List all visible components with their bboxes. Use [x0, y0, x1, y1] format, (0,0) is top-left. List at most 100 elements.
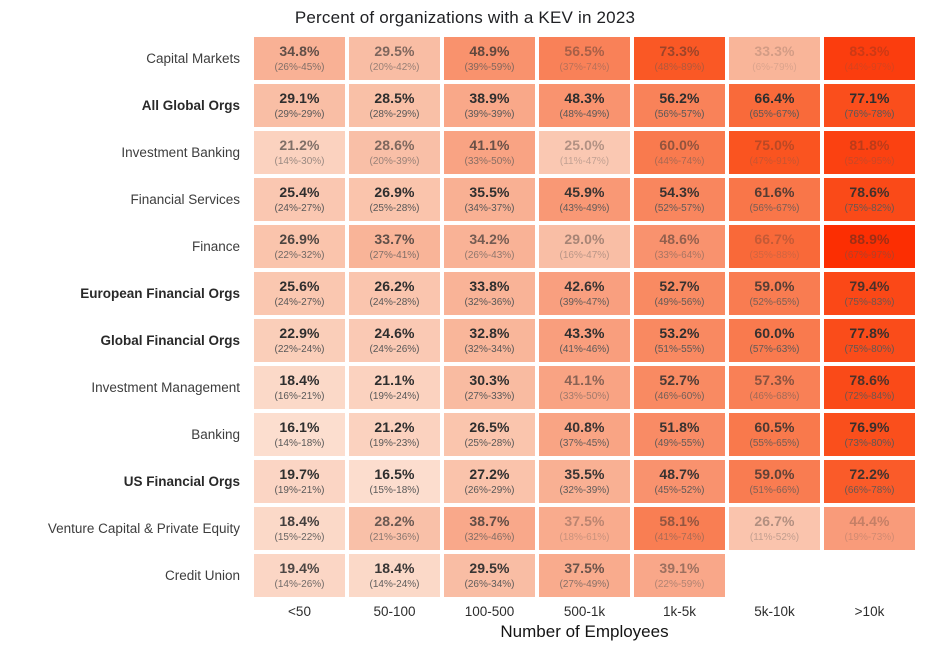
cell-value: 16.5% [374, 466, 415, 483]
cell-ci-range: (48%-89%) [654, 61, 705, 73]
cell-ci-range: (24%-28%) [369, 296, 420, 308]
heatmap-cell: 34.2% (26%-43%) [444, 225, 535, 268]
heatmap-cell: 28.6% (20%-39%) [349, 131, 440, 174]
cell-text: 60.0% (44%-74%) [654, 137, 704, 168]
cell-ci-range: (26%-45%) [274, 61, 325, 73]
cell-text: 37.5% (27%-49%) [559, 560, 609, 591]
heatmap-cell: 18.4% (14%-24%) [349, 554, 440, 597]
x-tick: <50 [288, 604, 311, 619]
cell-value: 45.9% [564, 184, 605, 201]
cell-text: 21.2% (14%-30%) [274, 137, 324, 168]
cell-text: 79.4% (75%-83%) [844, 278, 894, 309]
heatmap-cell: 37.5% (18%-61%) [539, 507, 630, 550]
cell-ci-range: (15%-18%) [369, 484, 420, 496]
cell-ci-range: (39%-59%) [464, 61, 515, 73]
cell-value: 43.3% [564, 325, 605, 342]
cell-text: 45.9% (43%-49%) [559, 184, 609, 215]
cell-value: 60.0% [659, 137, 700, 154]
cell-ci-range: (67%-97%) [844, 249, 895, 261]
cell-text: 43.3% (41%-46%) [559, 325, 609, 356]
x-axis-title: Number of Employees [500, 622, 669, 641]
cell-ci-range: (32%-36%) [464, 296, 515, 308]
cell-text: 78.6% (75%-82%) [844, 184, 894, 215]
heatmap-cell: 35.5% (32%-39%) [539, 460, 630, 503]
heatmap-cell: 38.7% (32%-46%) [444, 507, 535, 550]
cell-ci-range: (56%-57%) [654, 108, 705, 120]
heatmap-cell: 26.5% (25%-28%) [444, 413, 535, 456]
cell-value: 48.7% [659, 466, 700, 483]
cell-ci-range: (44%-74%) [654, 155, 705, 167]
cell-ci-range: (11%-47%) [559, 155, 610, 167]
cell-text: 66.7% (35%-88%) [749, 231, 799, 262]
cell-value: 40.8% [564, 419, 605, 436]
cell-text: 29.5% (26%-34%) [464, 560, 514, 591]
cell-text: 29.5% (20%-42%) [369, 43, 419, 74]
x-tick: 100-500 [464, 604, 515, 619]
cell-ci-range: (66%-78%) [844, 484, 895, 496]
cell-text: 25.6% (24%-27%) [274, 278, 324, 309]
cell-value: 29.0% [564, 231, 605, 248]
cell-text: 56.2% (56%-57%) [654, 90, 704, 121]
heatmap-cell: 18.4% (16%-21%) [254, 366, 345, 409]
cell-value: 37.5% [564, 513, 605, 530]
cell-text: 27.2% (26%-29%) [464, 466, 514, 497]
cell-text: 22.9% (22%-24%) [274, 325, 324, 356]
cell-ci-range: (19%-24%) [369, 390, 420, 402]
row-label: All Global Orgs [141, 98, 240, 113]
cell-value: 26.7% [754, 513, 795, 530]
cell-ci-range: (25%-28%) [369, 202, 420, 214]
cell-text: 32.8% (32%-34%) [464, 325, 514, 356]
cell-value: 81.8% [849, 137, 890, 154]
cell-ci-range: (43%-49%) [559, 202, 610, 214]
cell-text: 72.2% (66%-78%) [844, 466, 894, 497]
cell-value: 59.0% [754, 278, 795, 295]
heatmap-cell: 54.3% (52%-57%) [634, 178, 725, 221]
cell-value: 26.5% [469, 419, 510, 436]
cell-text: 30.3% (27%-33%) [464, 372, 514, 403]
cell-ci-range: (6%-79%) [752, 61, 797, 73]
cell-text: 29.1% (29%-29%) [274, 90, 324, 121]
heatmap-cell: 59.0% (51%-66%) [729, 460, 820, 503]
cell-text: 78.6% (72%-84%) [844, 372, 894, 403]
cell-value: 53.2% [659, 325, 700, 342]
cell-text: 29.0% (16%-47%) [559, 231, 609, 262]
cell-text: 16.5% (15%-18%) [369, 466, 419, 497]
cell-ci-range: (14%-26%) [274, 578, 325, 590]
cell-text: 48.7% (45%-52%) [654, 466, 704, 497]
cell-value: 22.9% [279, 325, 320, 342]
heatmap-cell: 32.8% (32%-34%) [444, 319, 535, 362]
cell-text: 42.6% (39%-47%) [559, 278, 609, 309]
cell-ci-range: (44%-97%) [844, 61, 895, 73]
cell-ci-range: (65%-67%) [749, 108, 800, 120]
cell-ci-range: (19%-73%) [844, 531, 895, 543]
cell-ci-range: (48%-49%) [559, 108, 610, 120]
cell-value: 56.5% [564, 43, 605, 60]
cell-text: 34.8% (26%-45%) [274, 43, 324, 74]
cell-text: 41.1% (33%-50%) [559, 372, 609, 403]
row-label: Investment Banking [121, 145, 240, 160]
heatmap-cell: 29.0% (16%-47%) [539, 225, 630, 268]
heatmap-cell: 29.5% (20%-42%) [349, 37, 440, 80]
chart-title: Percent of organizations with a KEV in 2… [294, 8, 636, 27]
cell-value: 19.7% [279, 466, 320, 483]
cell-ci-range: (37%-74%) [559, 61, 610, 73]
heatmap-cell: 25.6% (24%-27%) [254, 272, 345, 315]
cell-value: 18.4% [374, 560, 415, 577]
cell-text: 56.5% (37%-74%) [559, 43, 609, 74]
cell-value: 29.5% [469, 560, 510, 577]
cell-value: 28.5% [374, 90, 415, 107]
cell-value: 16.1% [279, 419, 320, 436]
cell-ci-range: (19%-23%) [369, 437, 420, 449]
heatmap-cell: 83.3% (44%-97%) [824, 37, 915, 80]
cell-text: 48.3% (48%-49%) [559, 90, 609, 121]
cell-ci-range: (52%-65%) [749, 296, 800, 308]
heatmap-cell: 60.5% (55%-65%) [729, 413, 820, 456]
cell-value: 88.9% [849, 231, 890, 248]
cell-text: 24.6% (24%-26%) [369, 325, 419, 356]
cell-value: 26.9% [374, 184, 415, 201]
heatmap-cell: 24.6% (24%-26%) [349, 319, 440, 362]
heatmap-cell: 60.0% (44%-74%) [634, 131, 725, 174]
cell-text: 18.4% (15%-22%) [274, 513, 324, 544]
cell-text: 48.9% (39%-59%) [464, 43, 514, 74]
x-axis-spacer [0, 604, 250, 619]
